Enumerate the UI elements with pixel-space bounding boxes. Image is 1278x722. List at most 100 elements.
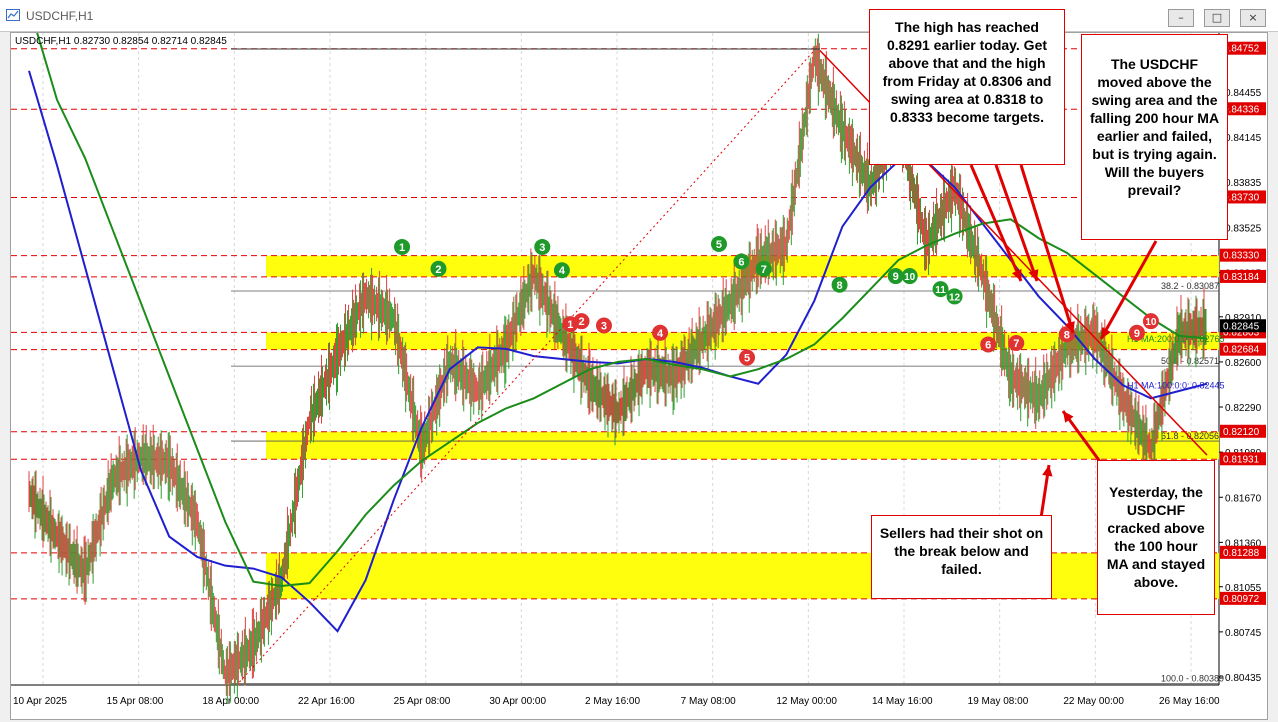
swing-marker-label: 11 bbox=[935, 285, 946, 296]
ma200-line bbox=[36, 33, 1208, 588]
callout-arrow bbox=[1099, 240, 1158, 340]
level-price-label: 0.80972 bbox=[1223, 594, 1260, 605]
callout-arrow-head bbox=[1101, 327, 1111, 339]
level-price-tag bbox=[1220, 269, 1266, 283]
x-tick-label: 22 May 00:00 bbox=[1063, 696, 1124, 707]
swing-marker bbox=[573, 313, 590, 330]
close-button[interactable]: × bbox=[1240, 9, 1266, 27]
swing-marker-label: 4 bbox=[559, 265, 566, 277]
swing-marker bbox=[595, 317, 612, 334]
callout-arrow-head bbox=[1042, 465, 1053, 477]
level-price-label: 0.82120 bbox=[1223, 427, 1260, 438]
y-tick-label: 0.80435 bbox=[1225, 673, 1262, 684]
callout-right-top: The USDCHF moved above the swing area an… bbox=[1081, 34, 1228, 240]
swing-marker-label: 4 bbox=[657, 328, 664, 340]
callout-bottom-right: Yesterday, the USDCHF cracked above the … bbox=[1097, 460, 1215, 615]
swing-marker bbox=[534, 238, 551, 255]
swing-marker-label: 1 bbox=[399, 242, 405, 254]
swing-marker bbox=[887, 268, 904, 285]
level-price-label: 0.84336 bbox=[1223, 104, 1260, 115]
swing-marker bbox=[394, 238, 411, 255]
fib-diagonal-line bbox=[238, 50, 815, 683]
price-chart[interactable]: 10 Apr 2025 15 Apr 08:00 18 Apr 00:00 22 Ap… bbox=[11, 33, 1267, 719]
callout-arrow bbox=[969, 164, 1023, 282]
swing-marker bbox=[652, 324, 669, 341]
y-tick-label: 0.83835 bbox=[1225, 178, 1262, 189]
x-tick-label: 19 May 08:00 bbox=[968, 696, 1029, 707]
level-price-tag bbox=[1220, 41, 1266, 55]
level-price-tag bbox=[1220, 190, 1266, 204]
swing-marker-label: 7 bbox=[1013, 338, 1019, 350]
y-tick-label: 0.84455 bbox=[1225, 88, 1262, 99]
swing-marker bbox=[1008, 334, 1025, 351]
swing-marker-label: 7 bbox=[761, 264, 767, 276]
x-tick-label: 26 May 16:00 bbox=[1159, 696, 1220, 707]
swing-marker-label: 5 bbox=[744, 353, 750, 365]
swing-marker-label: 3 bbox=[601, 321, 607, 333]
fib-label: 100.0 - 0.80389 bbox=[1161, 674, 1224, 684]
callout-arrow-head bbox=[1011, 269, 1022, 281]
window-titlebar: USDCHF,H1 – □ × bbox=[0, 0, 1278, 32]
y-tick-label: 0.83525 bbox=[1225, 223, 1262, 234]
callout-arrow bbox=[1019, 164, 1075, 334]
swing-marker bbox=[932, 281, 949, 298]
current-price-label: 0.82845 bbox=[1223, 321, 1260, 332]
level-price-tag bbox=[1220, 248, 1266, 262]
swing-marker bbox=[553, 262, 570, 279]
swing-marker-label: 9 bbox=[893, 271, 899, 283]
swing-marker-label: 10 bbox=[1145, 317, 1157, 328]
y-tick-label: 0.82600 bbox=[1225, 358, 1262, 369]
minimize-button[interactable]: – bbox=[1168, 9, 1194, 27]
level-price-label: 0.83330 bbox=[1223, 251, 1260, 262]
callout-top: The high has reached 0.8291 earlier toda… bbox=[869, 9, 1065, 165]
swing-marker bbox=[946, 288, 963, 305]
candles-group bbox=[28, 33, 1207, 704]
level-price-label: 0.81931 bbox=[1223, 454, 1260, 465]
swing-marker-label: 9 bbox=[1134, 328, 1140, 340]
swing-marker bbox=[430, 260, 447, 277]
swing-marker bbox=[710, 236, 727, 253]
fib-label: 61.8 - 0.82056 bbox=[1161, 431, 1219, 441]
swing-marker bbox=[1128, 324, 1145, 341]
callout-bottom-middle: Sellers had their shot on the break belo… bbox=[871, 515, 1052, 599]
level-price-tag bbox=[1220, 452, 1266, 466]
fib-label: 38.2 - 0.83087 bbox=[1161, 281, 1219, 291]
chart-area[interactable]: 10 Apr 2025 15 Apr 08:00 18 Apr 00:00 22 Ap… bbox=[10, 32, 1268, 720]
y-tick-label: 0.82290 bbox=[1225, 403, 1262, 414]
swing-marker bbox=[755, 260, 772, 277]
level-price-tag bbox=[1220, 545, 1266, 559]
y-tick-label: 0.81360 bbox=[1225, 538, 1262, 549]
swing-marker bbox=[733, 253, 750, 270]
x-tick-label: 12 May 00:00 bbox=[776, 696, 837, 707]
window-title: USDCHF,H1 bbox=[26, 9, 94, 23]
swing-marker bbox=[739, 349, 756, 366]
x-tick-label: 2 May 16:00 bbox=[585, 696, 640, 707]
y-tick-label: 0.84145 bbox=[1225, 133, 1262, 144]
swing-marker bbox=[831, 276, 848, 293]
x-tick-label: 15 Apr 08:00 bbox=[107, 696, 164, 707]
callout-arrow-head bbox=[1028, 269, 1039, 281]
x-tick-label: 25 Apr 08:00 bbox=[394, 696, 451, 707]
swing-marker bbox=[980, 336, 997, 353]
swing-marker-label: 8 bbox=[1064, 329, 1070, 341]
x-tick-label: 18 Apr 00:00 bbox=[202, 696, 259, 707]
swing-marker-label: 2 bbox=[435, 264, 441, 276]
support-resistance-zone bbox=[266, 431, 1219, 460]
level-price-label: 0.84752 bbox=[1223, 44, 1260, 55]
maximize-button[interactable]: □ bbox=[1204, 9, 1230, 27]
level-price-tag bbox=[1220, 342, 1266, 356]
x-tick-label: 30 Apr 00:00 bbox=[489, 696, 546, 707]
y-tick-label: 0.81055 bbox=[1225, 583, 1262, 594]
level-price-label: 0.81288 bbox=[1223, 548, 1260, 559]
symbol-header: USDCHF,H1 0.82730 0.82854 0.82714 0.8284… bbox=[15, 36, 227, 47]
support-resistance-zone bbox=[266, 552, 1219, 599]
callout-arrow bbox=[994, 164, 1039, 282]
y-tick-label: 0.80745 bbox=[1225, 628, 1262, 639]
level-price-label: 0.82803 bbox=[1223, 327, 1260, 338]
x-tick-label: 22 Apr 16:00 bbox=[298, 696, 355, 707]
level-price-tag bbox=[1220, 424, 1266, 438]
swing-marker-label: 2 bbox=[578, 316, 584, 328]
chart-window-icon bbox=[6, 9, 20, 21]
y-tick-label: 0.81670 bbox=[1225, 493, 1262, 504]
swing-marker-label: 12 bbox=[949, 292, 961, 303]
